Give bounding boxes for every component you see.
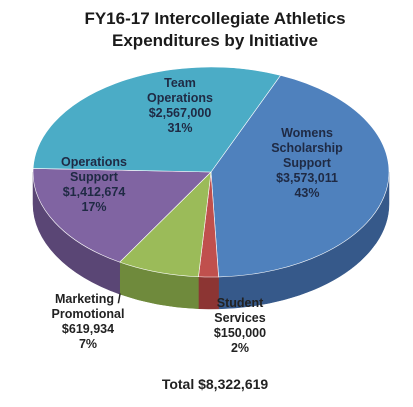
slice-label-0-line-3: $3,573,011 [276,171,338,185]
slice-labels: WomensScholarshipSupport$3,573,01143%Stu… [52,76,344,355]
slice-side-1 [198,276,219,310]
total-label: Total $8,322,619 [162,376,269,392]
slice-label-3-line-0: Operations [61,155,127,169]
slice-label-2-line-1: Promotional [52,307,125,321]
slice-label-0-line-1: Scholarship [271,141,343,155]
slice-label-0-line-2: Support [283,156,332,170]
slice-label-2-line-3: 7% [79,337,97,351]
pie-slice-3 [32,168,212,263]
slice-label-0-line-0: Womens [281,126,333,140]
chart-title-line-2: Expenditures by Initiative [112,31,318,50]
slice-label-1-line-3: 2% [231,341,249,355]
slice-label-1-line-2: $150,000 [214,326,266,340]
slice-label-0-line-4: 43% [294,186,319,200]
slice-label-4-line-1: Operations [147,91,213,105]
slice-label-1-line-1: Services [214,311,265,325]
slice-label-3-line-3: 17% [81,200,106,214]
slice-label-4-line-0: Team [164,76,196,90]
pie-3d-sides [32,171,390,310]
slice-label-3-line-1: Support [70,170,119,184]
pie-slice-0 [210,75,390,278]
slice-label-2-line-2: $619,934 [62,322,114,336]
slice-label-4-line-2: $2,567,000 [149,106,212,120]
slice-label-4-line-3: 31% [167,121,192,135]
slice-label-1-line-0: Student [217,296,264,310]
pie-slices [32,66,390,278]
pie-slice-4 [32,66,282,173]
slice-label-2-line-0: Marketing / [55,292,122,306]
slice-label-3-line-2: $1,412,674 [63,185,126,199]
chart-title-line-1: FY16-17 Intercollegiate Athletics [84,9,345,28]
